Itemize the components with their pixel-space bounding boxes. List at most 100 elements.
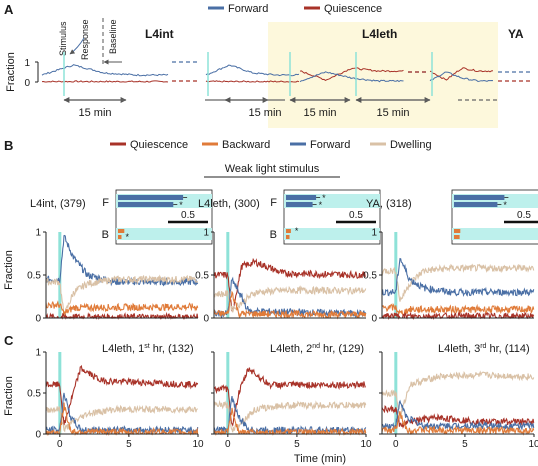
plot-c-2-line-quiescence	[381, 404, 535, 429]
trace-a-leth2-forward	[299, 71, 404, 83]
panel-c-plots: 1 0.5 0 0 5 10 L4leth, 1st hr, (132) 0 5 10 L4leth…	[27, 343, 538, 450]
plot-c-0-line-quiescence	[45, 364, 199, 426]
panel-a-traces	[41, 52, 530, 96]
legend-b-dwelling-label: Dwelling	[390, 139, 432, 151]
panel-label-a: A	[4, 2, 14, 17]
plot-b-0-line-quiescence	[45, 311, 199, 321]
plot-c-0-xtick-0: 0	[57, 439, 63, 450]
panel-label-c: C	[4, 333, 14, 348]
interval-label-2: 15 min	[303, 107, 336, 119]
interval-label-3: 15 min	[376, 107, 409, 119]
plot-b-0-ytick-1: 0.5	[27, 271, 41, 282]
plot-b-2-inset-f-bar-0	[454, 195, 505, 200]
plot-b-1-inset-f-star-1: *	[319, 200, 323, 210]
trace-a-leth2-quiescence	[299, 67, 404, 81]
plot-c-1-stimulus-bar	[226, 352, 230, 434]
plot-c-2-xtick-2: 10	[528, 439, 538, 450]
plot-b-0-inset-b-bar-0	[118, 229, 125, 233]
plot-c-1-line-quiescence	[213, 367, 366, 427]
response-arrow	[69, 37, 85, 55]
plot-b-1-line-quiescence	[213, 257, 366, 312]
plot-c-1-xtick-2: 10	[360, 439, 372, 450]
plot-b-2-line-backward	[381, 302, 535, 317]
plot-b-1-inset-b-band	[284, 228, 380, 240]
plot-b-0-line-dwelling	[45, 274, 199, 319]
plot-b-0-inset-f-bar-0	[118, 195, 184, 200]
plot-c-1-title: L4leth, 2nd hr, (129)	[270, 343, 364, 355]
axis-c-xlabel: Time (min)	[294, 453, 346, 465]
legend-b: Quiescence Backward Forward Dwelling	[110, 139, 432, 151]
plot-b-0-ytick-0: 1	[35, 228, 41, 239]
interval-label-l4int: 15 min	[78, 107, 111, 119]
annotation-baseline: Baseline	[108, 19, 118, 54]
plot-b-2-line-forward	[381, 257, 535, 298]
plot-c-0-stimulus-bar	[58, 352, 62, 434]
plot-b-1-inset-b-bar-0	[286, 229, 291, 233]
stage-label-ya: YA	[508, 27, 524, 41]
plot-b-0-inset-b-bar-1	[118, 235, 122, 239]
plot-b-2-inset-f-star-1: *	[503, 200, 507, 210]
axis-a-ytick-0: 0	[24, 78, 30, 89]
legend-b-backward-label: Backward	[222, 139, 270, 151]
plot-b-1-title: L4leth, (300)	[198, 198, 260, 210]
plot-b-2-inset-b-band	[452, 228, 538, 240]
stage-label-l4leth: L4leth	[362, 27, 397, 41]
plot-c-1-line-forward	[213, 396, 367, 435]
panel-b-subtitle: Weak light stimulus	[225, 163, 320, 175]
stage-label-l4int: L4int	[145, 27, 174, 41]
plot-b-2-ytick-0: 1	[371, 228, 377, 239]
plot-b-1-line-backward	[213, 290, 367, 320]
trace-a-leth3-forward	[429, 71, 494, 83]
plot-c-1-line-dwelling	[213, 399, 367, 433]
plot-c-2-line-backward	[381, 411, 535, 436]
plot-c-1-xtick-1: 5	[294, 439, 300, 450]
axis-b-ylabel: Fraction	[3, 250, 15, 290]
legend-a-quiescence-label: Quiescence	[324, 3, 382, 15]
plot-b-0-line-forward	[45, 234, 199, 287]
plot-b-0-inset-f-bar-1	[118, 202, 174, 207]
plot-b-1-inset-f-label: F	[270, 197, 277, 209]
plot-b-0-line-backward	[45, 300, 199, 318]
trace-a-l4int-quiescence	[41, 80, 169, 83]
trace-a-leth1-quiescence	[205, 80, 300, 83]
plot-b-2-ytick-1: 0.5	[363, 271, 377, 282]
plot-b-2-inset-scale-label: 0.5	[517, 210, 531, 221]
plot-b-1-inset-b-label: B	[270, 229, 277, 241]
plot-b-2-inset-b-bar-1	[454, 235, 460, 239]
panel-label-b: B	[4, 138, 13, 153]
plot-b-1-inset-f-star-0: *	[322, 193, 326, 203]
plot-c-0-ytick-0: 1	[35, 348, 41, 359]
plot-b-2-inset-b-bar-0	[454, 229, 461, 233]
plot-b-0-inset-b-label: B	[102, 229, 109, 241]
plot-c-2-xtick-0: 0	[393, 439, 399, 450]
plot-b-0-inset-f-label: F	[102, 197, 109, 209]
legend-b-quiescence-label: Quiescence	[130, 139, 188, 151]
plot-c-0-ytick-2: 0	[35, 430, 41, 441]
interval-label-1: 15 min	[248, 107, 281, 119]
plot-c-0-xtick-1: 5	[126, 439, 132, 450]
plot-b-1-inset-b-bar-1	[286, 235, 290, 239]
interval-markers: 15 min 15 min 15 min 15 min	[63, 97, 500, 119]
plot-b-2-inset-f-bar-1	[454, 202, 498, 207]
plot-c-0-title: L4leth, 1st hr, (132)	[102, 343, 194, 355]
plot-b-0-stimulus-bar	[58, 232, 62, 318]
plot-c-0-xtick-2: 10	[192, 439, 204, 450]
plot-b-0-inset-b-band	[116, 228, 212, 240]
plot-c-2-title: L4leth, 3rd hr, (114)	[438, 343, 530, 355]
plot-c-1-xtick-0: 0	[225, 439, 231, 450]
trace-a-leth3-quiescence	[429, 67, 494, 81]
plot-c-0-ytick-1: 0.5	[27, 389, 41, 400]
plot-c-2-line-dwelling	[381, 370, 535, 419]
axis-a-ylabel: Fraction	[5, 52, 17, 92]
plot-b-2-title: YA, (318)	[366, 198, 412, 210]
plot-c-2-line-forward	[381, 399, 535, 431]
plot-b-0-ytick-2: 0	[35, 314, 41, 325]
plot-b-1-inset-b-star-0: *	[295, 226, 299, 236]
legend-b-forward-label: Forward	[310, 139, 350, 151]
plot-b-2-line-quiescence	[381, 310, 535, 321]
plot-c-0-line-backward	[45, 402, 199, 437]
plot-b-1-ytick-0: 1	[203, 228, 209, 239]
plot-b-1-inset-scale-label: 0.5	[349, 210, 363, 221]
leth-background	[268, 22, 498, 128]
